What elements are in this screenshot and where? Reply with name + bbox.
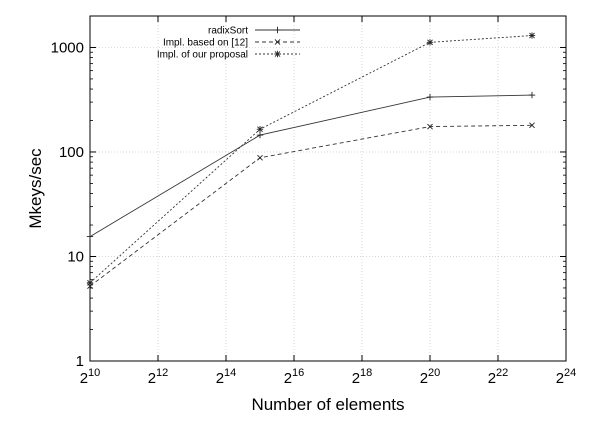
x-tick-label: 222 [488, 367, 509, 387]
data-point [529, 122, 535, 129]
marker-stroke [274, 51, 281, 57]
y-tick-label: 10 [67, 248, 84, 265]
y-axis-title: Mkeys/sec [26, 148, 45, 229]
marker-stroke [257, 126, 263, 133]
x-axis-title: Number of elements [251, 395, 404, 414]
data-point [426, 93, 434, 101]
data-point [528, 91, 536, 99]
series-3 [86, 32, 536, 287]
series-1 [86, 91, 536, 240]
marker-stroke [529, 32, 535, 39]
series-group [86, 32, 536, 290]
series-line [89, 124, 533, 287]
y-tick-label: 1 [76, 353, 84, 370]
data-point [256, 131, 264, 139]
x-tick-label: 218 [352, 367, 373, 387]
marker-stroke [87, 279, 93, 286]
x-tick-label: 210 [80, 367, 101, 387]
marker-stroke [427, 123, 433, 130]
data-point [256, 126, 264, 133]
marker-stroke [529, 122, 535, 129]
x-tick-label: 214 [216, 367, 237, 387]
grid-lines [90, 16, 566, 361]
data-point [427, 123, 433, 130]
series-line [89, 94, 533, 237]
legend-marker [274, 26, 281, 34]
series-line [89, 35, 533, 284]
legend-label: Impl. based on [12] [163, 38, 248, 49]
plot-frame [89, 15, 567, 362]
legend-marker [274, 39, 281, 45]
data-point [257, 154, 263, 161]
x-tick-label: 216 [284, 367, 305, 387]
y-tick-label: 100 [59, 144, 84, 161]
x-tick-label: 220 [420, 367, 441, 387]
marker-stroke [427, 39, 433, 46]
data-point [426, 39, 434, 46]
data-point [528, 32, 536, 39]
axis-ticks: 1 10 100 1000 210 212 214 216 218 220 222 224 [51, 15, 577, 387]
y-tick-label: 1000 [51, 39, 84, 56]
data-point [86, 279, 94, 287]
legend-label: Impl. of our proposal [157, 50, 248, 61]
data-point [86, 233, 94, 240]
marker-stroke [274, 39, 281, 45]
legend-marker [274, 50, 281, 58]
x-tick-label: 212 [148, 367, 169, 387]
marker-stroke [257, 154, 263, 161]
legend-label: radixSort [208, 26, 248, 37]
x-tick-label: 224 [556, 367, 577, 387]
